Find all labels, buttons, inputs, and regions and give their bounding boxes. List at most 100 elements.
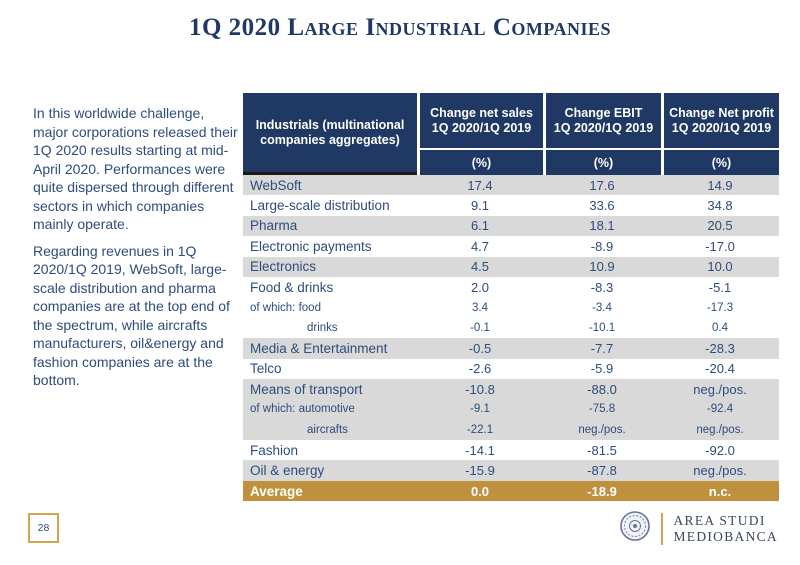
table-row-pharma: Pharma 6.1 18.1 20.5 — [243, 215, 779, 237]
page-number: 28 — [37, 522, 50, 534]
commentary-paragraph-1: In this worldwide challenge, major corpo… — [33, 105, 238, 232]
ebit-value: -8.9 — [590, 238, 614, 254]
row-label: Fashion — [250, 442, 299, 458]
mediobanca-logo: AREA STUDI MEDIOBANCA — [619, 510, 778, 547]
row-label: Media & Entertainment — [250, 340, 388, 356]
ebit-value: -8.3 — [590, 279, 614, 295]
header-net-sales-line1: Change net sales — [430, 105, 533, 120]
ebit-value: neg./pos. — [578, 423, 626, 436]
ebit-value: -87.8 — [587, 463, 617, 479]
row-label: Average — [250, 483, 303, 499]
ebit-value: 17.6 — [589, 177, 615, 193]
ebit-value: 18.1 — [589, 218, 615, 234]
net-sales-value: 6.1 — [470, 218, 490, 234]
ebit-value: -5.9 — [590, 361, 614, 377]
net-sales-value: 2.0 — [470, 279, 490, 295]
page-number-box: 28 — [28, 513, 59, 543]
net-profit-value: n.c. — [708, 483, 732, 499]
net-sales-value: -9.1 — [470, 403, 490, 416]
ebit-value: -81.5 — [587, 442, 617, 458]
industrials-table: Industrials (multinational companies agg… — [243, 93, 779, 502]
row-label: of which: food — [250, 301, 321, 314]
unit-ebit: (%) — [543, 148, 661, 175]
net-profit-value: -17.3 — [706, 301, 734, 314]
ebit-value: -18.9 — [587, 483, 617, 499]
row-label: Large-scale distribution — [250, 198, 390, 214]
table-row-media-entertainment: Media & Entertainment -0.5 -7.7 -28.3 — [243, 338, 779, 359]
logo-divider — [661, 512, 664, 545]
table-row-fashion: Fashion -14.1 -81.5 -92.0 — [243, 440, 779, 461]
net-profit-value: -5.1 — [708, 279, 732, 295]
row-label: of which: automotive — [250, 403, 355, 416]
header-net-sales-line2: 1Q 2020/1Q 2019 — [431, 120, 532, 135]
net-profit-value: -17.0 — [705, 238, 735, 254]
net-sales-value: 9.1 — [470, 198, 490, 214]
table-row-electronics: Electronics 4.5 10.9 10.0 — [243, 256, 779, 277]
unit-net-profit: (%) — [661, 148, 779, 175]
net-sales-value: -0.5 — [468, 340, 492, 356]
net-sales-value: -2.6 — [468, 361, 492, 377]
table-row-electronic-payments: Electronic payments 4.7 -8.9 -17.0 — [243, 236, 779, 257]
ebit-value: -7.7 — [590, 340, 614, 356]
net-profit-value: neg./pos. — [693, 381, 747, 397]
ebit-value: -75.8 — [588, 403, 616, 416]
net-sales-value: -22.1 — [466, 423, 494, 436]
row-label: drinks — [307, 321, 338, 334]
net-sales-value: 0.0 — [470, 483, 490, 499]
ebit-value: -3.4 — [592, 301, 612, 314]
header-industrials: Industrials (multinational companies agg… — [243, 93, 417, 175]
table-row-of-which-food: of which: food 3.4 -3.4 -17.3 — [243, 297, 779, 318]
net-profit-value: 10.0 — [707, 259, 733, 275]
table-row-large-scale-distribution: Large-scale distribution 9.1 33.6 34.8 — [243, 195, 779, 216]
table-row-websoft: WebSoft 17.4 17.6 14.9 — [243, 175, 779, 196]
net-sales-value: 4.5 — [470, 259, 490, 275]
header-net-profit: Change Net profit 1Q 2020/1Q 2019 — [661, 93, 779, 148]
net-profit-value: neg./pos. — [693, 463, 747, 479]
header-ebit: Change EBIT 1Q 2020/1Q 2019 — [543, 93, 661, 148]
row-label: Oil & energy — [250, 463, 325, 479]
row-label: aircrafts — [307, 423, 348, 436]
unit-net-sales: (%) — [417, 148, 543, 175]
table-row-oil-energy: Oil & energy -15.9 -87.8 neg./pos. — [243, 460, 779, 481]
row-label: Electronics — [250, 259, 317, 275]
header-ebit-line2: 1Q 2020/1Q 2019 — [553, 120, 654, 135]
net-sales-value: -14.1 — [465, 442, 495, 458]
net-profit-value: -92.4 — [706, 403, 734, 416]
net-sales-value: 4.7 — [470, 238, 490, 254]
net-profit-value: neg./pos. — [696, 423, 744, 436]
header-net-sales: Change net sales 1Q 2020/1Q 2019 — [417, 93, 543, 148]
ebit-value: 10.9 — [589, 259, 615, 275]
table-header: Industrials (multinational companies agg… — [243, 93, 779, 175]
row-label: WebSoft — [250, 177, 302, 193]
net-profit-value: -28.3 — [705, 340, 735, 356]
header-net-profit-line1: Change Net profit — [669, 105, 774, 120]
table-row-food-drinks: Food & drinks 2.0 -8.3 -5.1 — [243, 276, 779, 298]
logo-line-1: AREA STUDI — [673, 512, 766, 528]
header-ebit-line1: Change EBIT — [564, 105, 643, 120]
net-profit-value: -92.0 — [705, 442, 735, 458]
net-sales-value: 3.4 — [472, 301, 488, 314]
net-profit-value: 14.9 — [707, 177, 733, 193]
net-sales-value: 17.4 — [467, 177, 493, 193]
row-label: Telco — [250, 361, 282, 377]
net-sales-value: -0.1 — [470, 321, 490, 334]
net-sales-value: -10.8 — [465, 381, 495, 397]
table-row-telco: Telco -2.6 -5.9 -20.4 — [243, 358, 779, 379]
logo-line-2: MEDIOBANCA — [673, 528, 778, 544]
table-row-average: Average 0.0 -18.9 n.c. — [243, 480, 779, 502]
logo-wordmark: AREA STUDI MEDIOBANCA — [673, 513, 778, 545]
table-row-drinks: drinks -0.1 -10.1 0.4 — [243, 317, 779, 339]
row-label: Means of transport — [250, 381, 363, 397]
commentary-block: In this worldwide challenge, major corpo… — [33, 104, 241, 398]
ebit-value: -88.0 — [587, 381, 617, 397]
mediobanca-seal-icon — [619, 510, 651, 547]
table-body: WebSoft 17.4 17.6 14.9 Large-scale distr… — [243, 175, 779, 502]
slide-title: 1Q 2020 Large Industrial Companies — [188, 14, 612, 41]
row-label: Food & drinks — [250, 279, 334, 295]
ebit-value: -10.1 — [588, 321, 616, 334]
net-profit-value: 0.4 — [712, 321, 728, 334]
net-profit-value: 34.8 — [707, 198, 733, 214]
net-profit-value: -20.4 — [705, 361, 735, 377]
ebit-value: 33.6 — [589, 198, 615, 214]
